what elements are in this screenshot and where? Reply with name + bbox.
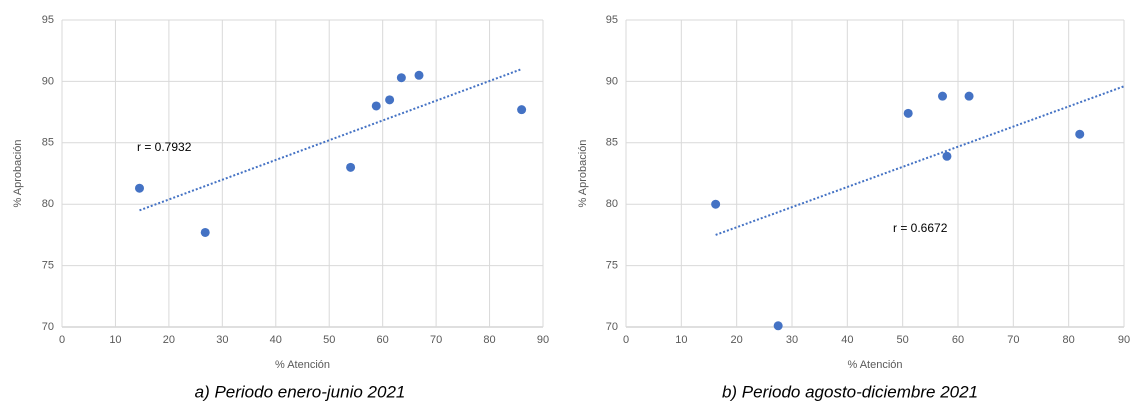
point <box>903 108 913 118</box>
y-tick-label: 80 <box>606 198 618 210</box>
point <box>414 70 424 80</box>
annotation: r = 0.6672 <box>893 221 948 235</box>
point <box>517 105 527 115</box>
x-tick-label: 20 <box>731 334 743 346</box>
point <box>371 101 381 111</box>
point <box>773 321 783 331</box>
y-axis-title: % Aprobación <box>12 140 24 208</box>
y-tick-label: 95 <box>606 14 618 26</box>
x-tick-label: 90 <box>537 334 549 346</box>
point <box>964 91 974 101</box>
x-tick-label: 0 <box>59 334 65 346</box>
point <box>385 95 395 105</box>
x-axis-title: % Atención <box>847 359 902 371</box>
point <box>346 162 356 172</box>
y-tick-label: 90 <box>606 75 618 87</box>
y-tick-label: 95 <box>42 14 54 26</box>
x-tick-label: 80 <box>483 334 495 346</box>
point <box>396 73 406 83</box>
point <box>942 151 952 161</box>
y-tick-label: 80 <box>42 198 54 210</box>
x-tick-label: 0 <box>623 334 629 346</box>
x-tick-label: 10 <box>109 334 121 346</box>
y-tick-label: 70 <box>42 321 54 333</box>
x-tick-label: 90 <box>1118 334 1130 346</box>
point <box>200 227 210 237</box>
y-tick-label: 85 <box>42 137 54 149</box>
caption: a) Periodo enero-junio 2021 <box>195 382 406 401</box>
x-tick-label: 50 <box>897 334 909 346</box>
x-tick-label: 10 <box>675 334 687 346</box>
x-tick-label: 40 <box>841 334 853 346</box>
x-tick-label: 20 <box>163 334 175 346</box>
x-tick-label: 60 <box>952 334 964 346</box>
x-tick-label: 70 <box>430 334 442 346</box>
point <box>711 199 721 209</box>
x-tick-label: 30 <box>786 334 798 346</box>
trendline <box>139 68 522 212</box>
annotation: r = 0.7932 <box>137 140 192 154</box>
y-axis-title: % Aprobación <box>577 140 589 208</box>
x-tick-label: 70 <box>1007 334 1019 346</box>
y-tick-label: 75 <box>42 260 54 272</box>
y-tick-label: 70 <box>606 321 618 333</box>
x-tick-label: 60 <box>377 334 389 346</box>
y-tick-label: 75 <box>606 260 618 272</box>
point <box>938 91 948 101</box>
x-axis-title: % Atención <box>275 359 330 371</box>
point <box>1075 129 1085 139</box>
x-tick-label: 50 <box>323 334 335 346</box>
trendline <box>715 85 1125 236</box>
point <box>134 183 144 193</box>
caption: b) Periodo agosto-diciembre 2021 <box>722 382 978 401</box>
x-tick-label: 40 <box>270 334 282 346</box>
x-tick-label: 30 <box>216 334 228 346</box>
y-tick-label: 85 <box>606 137 618 149</box>
x-tick-label: 80 <box>1063 334 1075 346</box>
y-tick-label: 90 <box>42 75 54 87</box>
